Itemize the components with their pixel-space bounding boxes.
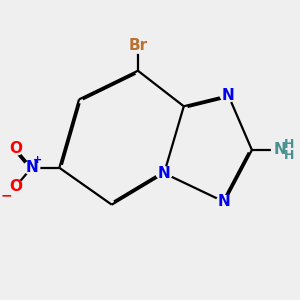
Ellipse shape <box>127 38 149 53</box>
Text: N: N <box>218 194 231 209</box>
Ellipse shape <box>7 180 24 193</box>
Text: −: − <box>1 188 12 202</box>
Ellipse shape <box>7 142 24 155</box>
Text: Br: Br <box>128 38 148 53</box>
Ellipse shape <box>156 167 172 180</box>
Text: N: N <box>158 166 170 181</box>
Text: N: N <box>273 142 286 158</box>
Ellipse shape <box>272 144 288 156</box>
Text: O: O <box>9 179 22 194</box>
Text: O: O <box>9 141 22 156</box>
Text: N: N <box>222 88 235 103</box>
Ellipse shape <box>216 196 232 208</box>
Text: H: H <box>284 138 294 151</box>
Text: H: H <box>284 149 294 162</box>
Ellipse shape <box>220 89 236 102</box>
Text: +: + <box>33 154 43 165</box>
Text: N: N <box>25 160 38 175</box>
Ellipse shape <box>23 161 40 174</box>
